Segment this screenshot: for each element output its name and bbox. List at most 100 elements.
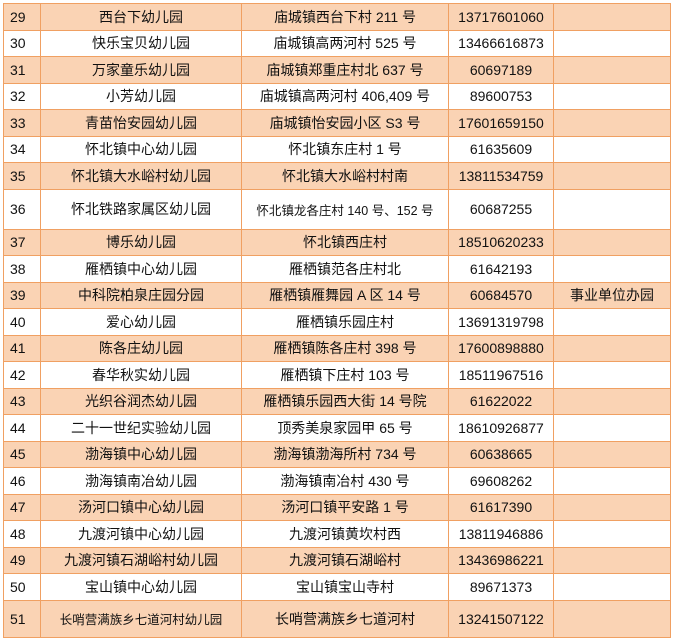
phone-cell: 13811534759 [448,162,554,190]
row-number-cell: 41 [3,334,41,362]
phone-cell: 13717601060 [448,3,554,31]
row-number-cell: 40 [3,308,41,336]
note-cell [553,29,671,57]
phone-cell: 13436986221 [448,546,554,574]
address-cell: 庙城镇西台下村 211 号 [241,3,449,31]
row-number-cell: 44 [3,414,41,442]
phone-cell: 60684570 [448,281,554,309]
note-cell [553,467,671,495]
kindergarten-name-cell: 九渡河镇中心幼儿园 [40,520,242,548]
kindergarten-name-cell: 怀北镇中心幼儿园 [40,135,242,163]
row-number-cell: 46 [3,467,41,495]
note-cell [553,255,671,283]
address-cell: 顶秀美泉家园甲 65 号 [241,414,449,442]
phone-cell: 17600898880 [448,334,554,362]
table-row: 49 九渡河镇石湖峪村幼儿园 九渡河镇石湖峪村 13436986221 [3,546,671,574]
address-cell: 宝山镇宝山寺村 [241,573,449,601]
table-row: 45 渤海镇中心幼儿园 渤海镇渤海所村 734 号 60638665 [3,440,671,468]
phone-cell: 89671373 [448,573,554,601]
phone-cell: 61622022 [448,387,554,415]
row-number-cell: 50 [3,573,41,601]
kindergarten-name-cell: 怀北铁路家属区幼儿园 [40,188,242,230]
row-number-cell: 45 [3,440,41,468]
row-number-cell: 48 [3,520,41,548]
row-number-cell: 39 [3,281,41,309]
table-row: 43 光织谷润杰幼儿园 雁栖镇乐园西大街 14 号院 61622022 [3,387,671,415]
note-cell [553,109,671,137]
row-number-cell: 34 [3,135,41,163]
table-row: 30 快乐宝贝幼儿园 庙城镇高两河村 525 号 13466616873 [3,29,671,57]
kindergarten-name-cell: 渤海镇南冶幼儿园 [40,467,242,495]
kindergarten-name-cell: 小芳幼儿园 [40,82,242,110]
address-cell: 雁栖镇陈各庄村 398 号 [241,334,449,362]
kindergarten-name-cell: 博乐幼儿园 [40,228,242,256]
address-cell: 汤河口镇平安路 1 号 [241,493,449,521]
address-cell: 渤海镇渤海所村 734 号 [241,440,449,468]
phone-cell: 60638665 [448,440,554,468]
table-row: 46 渤海镇南冶幼儿园 渤海镇南冶村 430 号 69608262 [3,467,671,495]
kindergarten-name-cell: 青苗怡安园幼儿园 [40,109,242,137]
row-number-cell: 36 [3,188,41,230]
table-row: 33 青苗怡安园幼儿园 庙城镇怡安园小区 S3 号 17601659150 [3,109,671,137]
table-row: 39 中科院柏泉庄园分园 雁栖镇雁舞园 A 区 14 号 60684570 事业单位办园 [3,281,671,309]
note-cell [553,520,671,548]
phone-cell: 13241507122 [448,599,554,638]
address-cell: 庙城镇怡安园小区 S3 号 [241,109,449,137]
kindergarten-name-cell: 二十一世纪实验幼儿园 [40,414,242,442]
table-row: 31 万家童乐幼儿园 庙城镇郑重庄村北 637 号 60697189 [3,56,671,84]
address-cell: 怀北镇东庄村 1 号 [241,135,449,163]
note-cell [553,599,671,638]
phone-cell: 89600753 [448,82,554,110]
address-cell: 怀北镇龙各庄村 140 号、152 号 [241,188,449,230]
kindergarten-name-cell: 快乐宝贝幼儿园 [40,29,242,57]
note-cell [553,308,671,336]
address-cell: 庙城镇高两河村 406,409 号 [241,82,449,110]
phone-cell: 17601659150 [448,109,554,137]
table-row: 32 小芳幼儿园 庙城镇高两河村 406,409 号 89600753 [3,82,671,110]
phone-cell: 13691319798 [448,308,554,336]
note-cell [553,228,671,256]
note-cell [553,82,671,110]
table-row: 50 宝山镇中心幼儿园 宝山镇宝山寺村 89671373 [3,573,671,601]
note-cell: 事业单位办园 [553,281,671,309]
row-number-cell: 38 [3,255,41,283]
phone-cell: 69608262 [448,467,554,495]
table-row: 35 怀北镇大水峪村幼儿园 怀北镇大水峪村村南 13811534759 [3,162,671,190]
table-row: 36 怀北铁路家属区幼儿园 怀北镇龙各庄村 140 号、152 号 60687255 [3,188,671,230]
table-row: 44 二十一世纪实验幼儿园 顶秀美泉家园甲 65 号 18610926877 [3,414,671,442]
address-cell: 雁栖镇乐园西大街 14 号院 [241,387,449,415]
note-cell [553,546,671,574]
row-number-cell: 33 [3,109,41,137]
row-number-cell: 42 [3,361,41,389]
address-cell: 怀北镇大水峪村村南 [241,162,449,190]
note-cell [553,56,671,84]
row-number-cell: 30 [3,29,41,57]
phone-cell: 13466616873 [448,29,554,57]
kindergarten-name-cell: 宝山镇中心幼儿园 [40,573,242,601]
note-cell [553,493,671,521]
phone-cell: 60687255 [448,188,554,230]
address-cell: 雁栖镇范各庄村北 [241,255,449,283]
row-number-cell: 35 [3,162,41,190]
table-row: 38 雁栖镇中心幼儿园 雁栖镇范各庄村北 61642193 [3,255,671,283]
phone-cell: 61642193 [448,255,554,283]
address-cell: 九渡河镇石湖峪村 [241,546,449,574]
address-cell: 庙城镇郑重庄村北 637 号 [241,56,449,84]
phone-cell: 18510620233 [448,228,554,256]
phone-cell: 18610926877 [448,414,554,442]
kindergarten-name-cell: 光织谷润杰幼儿园 [40,387,242,415]
row-number-cell: 51 [3,599,41,638]
note-cell [553,162,671,190]
table-row: 41 陈各庄幼儿园 雁栖镇陈各庄村 398 号 17600898880 [3,334,671,362]
address-cell: 雁栖镇雁舞园 A 区 14 号 [241,281,449,309]
address-cell: 雁栖镇下庄村 103 号 [241,361,449,389]
table-row: 34 怀北镇中心幼儿园 怀北镇东庄村 1 号 61635609 [3,135,671,163]
phone-cell: 61617390 [448,493,554,521]
row-number-cell: 32 [3,82,41,110]
note-cell [553,135,671,163]
address-cell: 雁栖镇乐园庄村 [241,308,449,336]
phone-cell: 13811946886 [448,520,554,548]
kindergarten-name-cell: 汤河口镇中心幼儿园 [40,493,242,521]
kindergarten-name-cell: 中科院柏泉庄园分园 [40,281,242,309]
row-number-cell: 49 [3,546,41,574]
